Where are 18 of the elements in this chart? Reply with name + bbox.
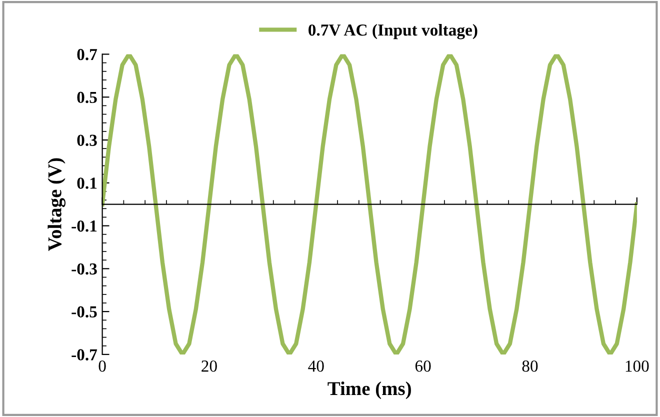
x-tick-label: 40 bbox=[308, 360, 324, 372]
y-tick-label: 0.7 bbox=[77, 48, 98, 60]
y-tick-label: -0.5 bbox=[72, 306, 97, 318]
y-tick-label: 0.5 bbox=[77, 92, 97, 104]
y-tick-label: 0.1 bbox=[77, 178, 97, 189]
x-tick-label: 20 bbox=[202, 360, 217, 372]
line-series bbox=[102, 54, 637, 354]
y-axis-title: Voltage (V) bbox=[48, 158, 66, 252]
x-tick-label: 100 bbox=[626, 360, 649, 372]
x-axis-title: Time (ms) bbox=[328, 381, 411, 400]
x-tick-label: 60 bbox=[415, 360, 431, 372]
y-tick-label: 0.3 bbox=[77, 134, 97, 146]
y-tick-label: -0.3 bbox=[72, 263, 97, 275]
y-tick-label: -0.7 bbox=[72, 349, 98, 360]
y-tick-label: -0.1 bbox=[72, 220, 97, 232]
legend-label: 0.7V AC (Input voltage) bbox=[308, 24, 478, 40]
x-tick-label: 0 bbox=[98, 360, 106, 372]
x-tick-label: 80 bbox=[522, 360, 538, 372]
